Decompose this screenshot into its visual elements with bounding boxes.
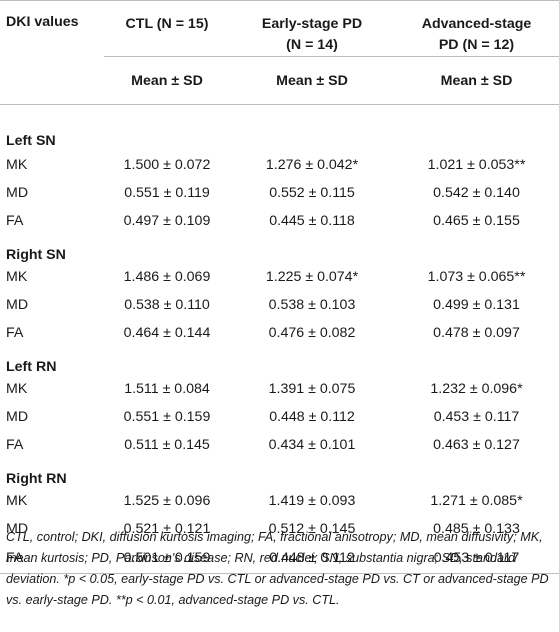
table-body: Left SN MK 1.500 ± 0.072 1.276 ± 0.042* 1.02… xyxy=(0,105,559,574)
metric-cell: MK xyxy=(6,493,28,509)
table-row: MD 0.538 ± 0.110 0.538 ± 0.103 0.499 ± 0.13… xyxy=(0,291,559,319)
advanced-stage-cell: 0.453 ± 0.117 xyxy=(394,543,559,574)
section-row: Right RN xyxy=(0,459,559,487)
early-stage-cell: 0.538 ± 0.103 xyxy=(268,297,356,313)
ctl-cell: 0.501 ± 0.159 xyxy=(104,543,230,574)
early-stage-cell: 1.419 ± 0.093 xyxy=(268,493,356,509)
advanced-stage-cell: 0.463 ± 0.127 xyxy=(433,437,520,453)
metric-cell: FA xyxy=(0,543,104,574)
early-stage-cell: 0.445 ± 0.118 xyxy=(269,213,355,229)
ctl-cell: 0.538 ± 0.110 xyxy=(124,297,210,313)
ctl-cell: 0.497 ± 0.109 xyxy=(123,213,211,229)
section-title: Left RN xyxy=(6,359,57,375)
header-early-line1: Early-stage PD xyxy=(261,16,363,32)
advanced-stage-cell: 1.021 ± 0.053** xyxy=(427,157,526,173)
table-row: MD 0.521 ± 0.121 0.512 ± 0.145 0.485 ± 0.13… xyxy=(0,515,559,543)
header-dki-values: DKI values xyxy=(6,14,79,30)
ctl-cell: 0.511 ± 0.145 xyxy=(124,437,210,453)
metric-cell: MK xyxy=(6,269,28,285)
metric-cell: FA xyxy=(6,437,24,453)
advanced-stage-cell: 1.271 ± 0.085* xyxy=(430,493,523,509)
table-row: FA 0.497 ± 0.109 0.445 ± 0.118 0.465 ± 0.15… xyxy=(0,207,559,235)
dki-table: DKI values CTL (N = 15) Early-stage PD (… xyxy=(0,0,559,574)
subheader-empty xyxy=(0,56,104,105)
ctl-cell: 1.500 ± 0.072 xyxy=(123,157,211,173)
header-ctl-label: CTL (N = 15) xyxy=(125,16,209,32)
header-early-stage: Early-stage PD (N = 14) xyxy=(230,1,394,57)
metric-cell: MD xyxy=(6,185,29,201)
ctl-cell: 0.464 ± 0.144 xyxy=(123,325,211,341)
section-row: Left SN xyxy=(0,105,559,152)
table-row: MD 0.551 ± 0.119 0.552 ± 0.115 0.542 ± 0.14… xyxy=(0,179,559,207)
header-early-line2: (N = 14) xyxy=(286,37,338,53)
section-title: Right RN xyxy=(6,471,67,487)
metric-cell: MK xyxy=(6,381,28,397)
section-title: Right SN xyxy=(6,247,66,263)
metric-cell: FA xyxy=(6,325,24,341)
early-stage-cell: 1.225 ± 0.074* xyxy=(265,269,359,285)
table-row: MD 0.551 ± 0.159 0.448 ± 0.112 0.453 ± 0.11… xyxy=(0,403,559,431)
ctl-cell: 0.551 ± 0.119 xyxy=(124,185,210,201)
table-row: MK 1.525 ± 0.096 1.419 ± 0.093 1.271 ± 0.08… xyxy=(0,487,559,515)
advanced-stage-cell: 0.499 ± 0.131 xyxy=(433,297,520,313)
early-stage-cell: 1.391 ± 0.075 xyxy=(268,381,356,397)
ctl-cell: 0.521 ± 0.121 xyxy=(123,521,211,537)
metric-cell: FA xyxy=(6,213,24,229)
table-footnote: CTL, control; DKI, diffusion kurtosis im… xyxy=(6,530,549,607)
ctl-cell: 1.486 ± 0.069 xyxy=(123,269,211,285)
advanced-stage-cell: 0.542 ± 0.140 xyxy=(433,185,520,201)
header-adv-line2: PD (N = 12) xyxy=(438,37,515,53)
header-ctl: CTL (N = 15) xyxy=(104,1,230,57)
subheader-early: Mean ± SD xyxy=(230,56,394,105)
subheader-ctl: Mean ± SD xyxy=(104,56,230,105)
ctl-cell: 0.551 ± 0.159 xyxy=(123,409,211,425)
early-stage-cell: 0.476 ± 0.082 xyxy=(268,325,356,341)
early-stage-cell: 1.276 ± 0.042* xyxy=(265,157,359,173)
header-advanced-stage: Advanced-stage PD (N = 12) xyxy=(394,1,559,57)
advanced-stage-cell: 1.073 ± 0.065** xyxy=(427,269,526,285)
section-row: Left RN xyxy=(0,347,559,375)
metric-cell: MD xyxy=(6,409,29,425)
table-row: MK 1.486 ± 0.069 1.225 ± 0.074* 1.073 ± 0.0… xyxy=(0,263,559,291)
metric-cell: MD xyxy=(6,521,29,537)
subheader-adv: Mean ± SD xyxy=(394,56,559,105)
early-stage-cell: 0.434 ± 0.101 xyxy=(268,437,356,453)
table-row: FA 0.501 ± 0.159 0.448 ± 0.112 0.453 ± 0.11… xyxy=(0,543,559,574)
early-stage-cell: 0.448 ± 0.112 xyxy=(269,409,355,425)
subheader-row: Mean ± SD Mean ± SD Mean ± SD xyxy=(0,56,559,105)
early-stage-cell: 0.448 ± 0.112 xyxy=(230,543,394,574)
advanced-stage-cell: 0.453 ± 0.117 xyxy=(433,409,520,425)
table-row: MK 1.500 ± 0.072 1.276 ± 0.042* 1.021 ± 0.0… xyxy=(0,151,559,179)
table-row: FA 0.464 ± 0.144 0.476 ± 0.082 0.478 ± 0.09… xyxy=(0,319,559,347)
metric-cell: MK xyxy=(6,157,28,173)
advanced-stage-cell: 0.485 ± 0.133 xyxy=(433,521,520,537)
ctl-cell: 1.525 ± 0.096 xyxy=(123,493,211,509)
header-row: DKI values CTL (N = 15) Early-stage PD (… xyxy=(0,0,559,57)
early-stage-cell: 0.512 ± 0.145 xyxy=(268,521,356,537)
metric-cell: MD xyxy=(6,297,29,313)
advanced-stage-cell: 1.232 ± 0.096* xyxy=(430,381,523,397)
section-title: Left SN xyxy=(6,133,56,149)
ctl-cell: 1.511 ± 0.084 xyxy=(124,381,210,397)
advanced-stage-cell: 0.465 ± 0.155 xyxy=(433,213,520,229)
early-stage-cell: 0.552 ± 0.115 xyxy=(269,185,355,201)
table-row: MK 1.511 ± 0.084 1.391 ± 0.075 1.232 ± 0.09… xyxy=(0,375,559,403)
table-row: FA 0.511 ± 0.145 0.434 ± 0.101 0.463 ± 0.12… xyxy=(0,431,559,459)
advanced-stage-cell: 0.478 ± 0.097 xyxy=(433,325,520,341)
header-adv-line1: Advanced-stage xyxy=(421,16,532,32)
section-row: Right SN xyxy=(0,235,559,263)
